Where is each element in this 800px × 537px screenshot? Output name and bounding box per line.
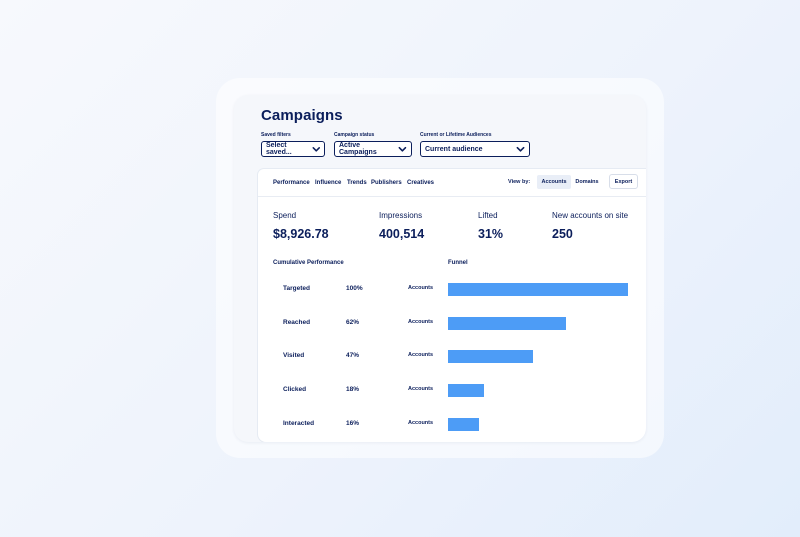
view-by-domains[interactable]: Domains xyxy=(575,179,599,185)
funnel-percent: 62% xyxy=(346,319,360,326)
funnel-bar xyxy=(448,384,484,397)
saved-filters-group: Saved filters Select saved... xyxy=(261,131,325,157)
metric-new-accounts: New accounts on site 250 xyxy=(552,211,628,241)
tab-performance[interactable]: Performance xyxy=(273,180,310,186)
funnel-bar-track xyxy=(448,283,628,296)
view-by-toggle: Accounts Domains xyxy=(537,175,603,189)
metric-spend: Spend $8,926.78 xyxy=(273,211,329,241)
audience-dropdown[interactable]: Current audience xyxy=(420,141,530,157)
funnel-unit: Accounts xyxy=(408,352,434,358)
funnel-stage: Interacted xyxy=(283,420,315,427)
funnel-bar-track xyxy=(448,350,628,363)
campaign-status-label: Campaign status xyxy=(334,132,375,138)
performance-card: Performance Influence Trends Publishers … xyxy=(258,169,646,442)
campaign-status-group: Campaign status Active Campaigns xyxy=(334,131,412,157)
metric-value: 400,514 xyxy=(379,227,425,241)
funnel-unit: Accounts xyxy=(408,420,434,426)
campaigns-panel: Campaigns Saved filters Select saved... … xyxy=(234,95,646,442)
metric-label: Impressions xyxy=(379,211,423,220)
funnel-bar xyxy=(448,350,533,363)
metric-value: 31% xyxy=(478,227,504,241)
funnel-percent: 100% xyxy=(346,285,363,292)
funnel-stage: Targeted xyxy=(283,285,310,292)
tab-influence[interactable]: Influence xyxy=(315,180,342,186)
funnel-row: Visited 47% Accounts xyxy=(258,350,646,364)
funnel-bar xyxy=(448,418,479,431)
chevron-down-icon xyxy=(312,146,320,152)
tab-creatives[interactable]: Creatives xyxy=(407,180,435,186)
metric-label: New accounts on site xyxy=(552,211,629,220)
metric-label: Spend xyxy=(273,211,297,220)
tabs-bar: Performance Influence Trends Publishers … xyxy=(258,169,646,197)
saved-filters-label: Saved filters xyxy=(261,132,291,138)
funnel-stage: Reached xyxy=(283,319,311,326)
tab-trends[interactable]: Trends xyxy=(347,180,367,186)
funnel-bar xyxy=(448,283,628,296)
export-button[interactable]: Export xyxy=(609,174,638,189)
audience-label: Current or Lifetime Audiences xyxy=(420,132,492,138)
page-title: Campaigns xyxy=(261,107,343,124)
metric-value: $8,926.78 xyxy=(273,227,329,241)
funnel-stage: Clicked xyxy=(283,386,307,393)
funnel-bar-track xyxy=(448,418,628,431)
campaign-status-dropdown[interactable]: Active Campaigns xyxy=(334,141,412,157)
funnel-title: Funnel xyxy=(448,260,468,266)
funnel-row: Targeted 100% Accounts xyxy=(258,283,646,297)
funnel-row: Clicked 18% Accounts xyxy=(258,384,646,398)
metric-impressions: Impressions 400,514 xyxy=(379,211,424,241)
funnel-percent: 16% xyxy=(346,420,360,427)
audience-group: Current or Lifetime Audiences Current au… xyxy=(420,131,530,157)
metric-value: 250 xyxy=(552,227,573,241)
view-by-label: View by: xyxy=(508,179,531,185)
funnel-bar xyxy=(448,317,566,330)
funnel-row: Reached 62% Accounts xyxy=(258,317,646,331)
chevron-down-icon xyxy=(398,146,407,152)
funnel-percent: 18% xyxy=(346,386,360,393)
cumulative-performance-title: Cumulative Performance xyxy=(273,260,344,266)
funnel-row: Interacted 16% Accounts xyxy=(258,418,646,432)
funnel-percent: 47% xyxy=(346,352,360,359)
view-by-accounts[interactable]: Accounts xyxy=(537,175,571,189)
funnel-unit: Accounts xyxy=(408,285,434,291)
metric-label: Lifted xyxy=(478,211,498,220)
funnel-unit: Accounts xyxy=(408,386,434,392)
saved-filters-dropdown[interactable]: Select saved... xyxy=(261,141,325,157)
tab-publishers[interactable]: Publishers xyxy=(371,180,402,186)
campaign-status-value: Active Campaigns xyxy=(339,142,377,156)
funnel-bar-track xyxy=(448,317,628,330)
saved-filters-value: Select saved... xyxy=(266,142,292,156)
funnel-stage: Visited xyxy=(283,352,305,359)
funnel-bar-track xyxy=(448,384,628,397)
metric-lifted: Lifted 31% xyxy=(478,211,503,241)
funnel-unit: Accounts xyxy=(408,319,434,325)
chevron-down-icon xyxy=(516,146,525,152)
audience-value: Current audience xyxy=(425,145,483,153)
